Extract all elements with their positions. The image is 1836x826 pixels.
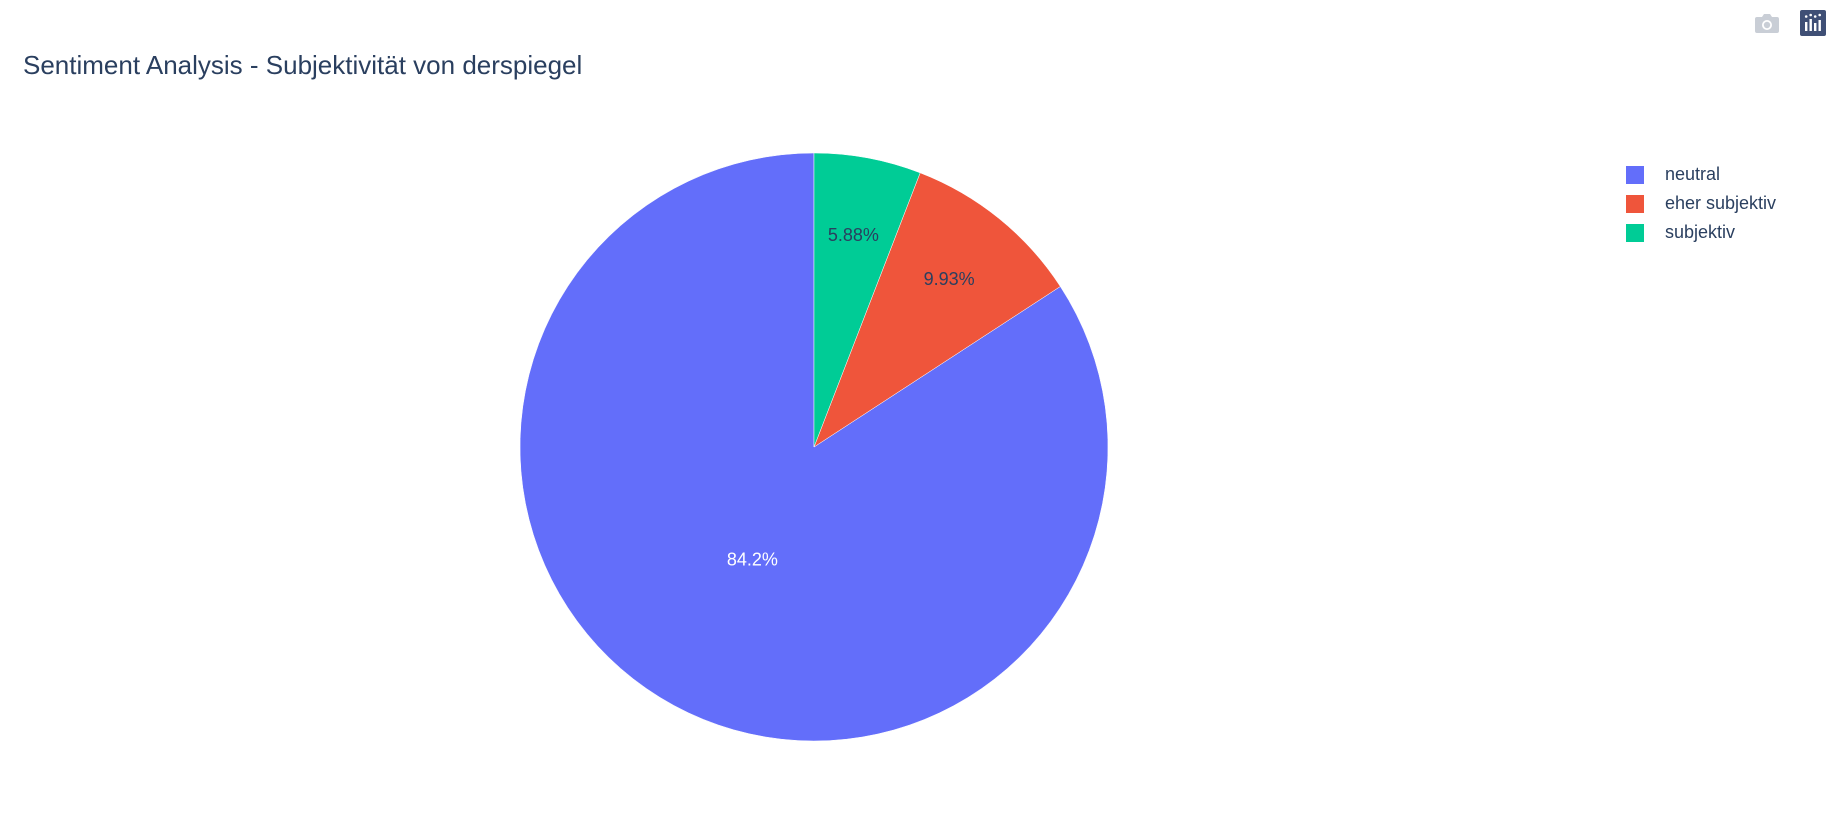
legend-swatch	[1626, 194, 1644, 213]
legend: neutral eher subjektiv subjektiv	[1626, 160, 1776, 247]
camera-icon	[1755, 14, 1779, 33]
legend-label: neutral	[1665, 164, 1721, 184]
legend-item[interactable]: eher subjektiv	[1626, 189, 1776, 218]
modebar	[1752, 8, 1828, 38]
legend-item[interactable]: neutral	[1626, 160, 1776, 189]
pie-slice-subjektiv[interactable]	[813, 152, 921, 448]
pie-slice-label: 84.2%	[727, 549, 778, 569]
legend-swatch	[1626, 223, 1644, 242]
download-plot-button[interactable]	[1752, 8, 1782, 38]
plotly-logo-button[interactable]	[1798, 8, 1828, 38]
chart-title: Sentiment Analysis - Subjektivität von d…	[23, 50, 583, 80]
pie-slice-label: 5.88%	[828, 225, 879, 245]
pie-slice-label: 9.93%	[924, 269, 975, 289]
plotly-logo-icon	[1800, 10, 1826, 36]
legend-label: eher subjektiv	[1665, 193, 1777, 213]
legend-swatch	[1626, 165, 1644, 184]
pie-slice-eher-subjektiv[interactable]	[813, 172, 1061, 448]
legend-label: subjektiv	[1665, 222, 1736, 242]
legend-item[interactable]: subjektiv	[1626, 218, 1776, 247]
